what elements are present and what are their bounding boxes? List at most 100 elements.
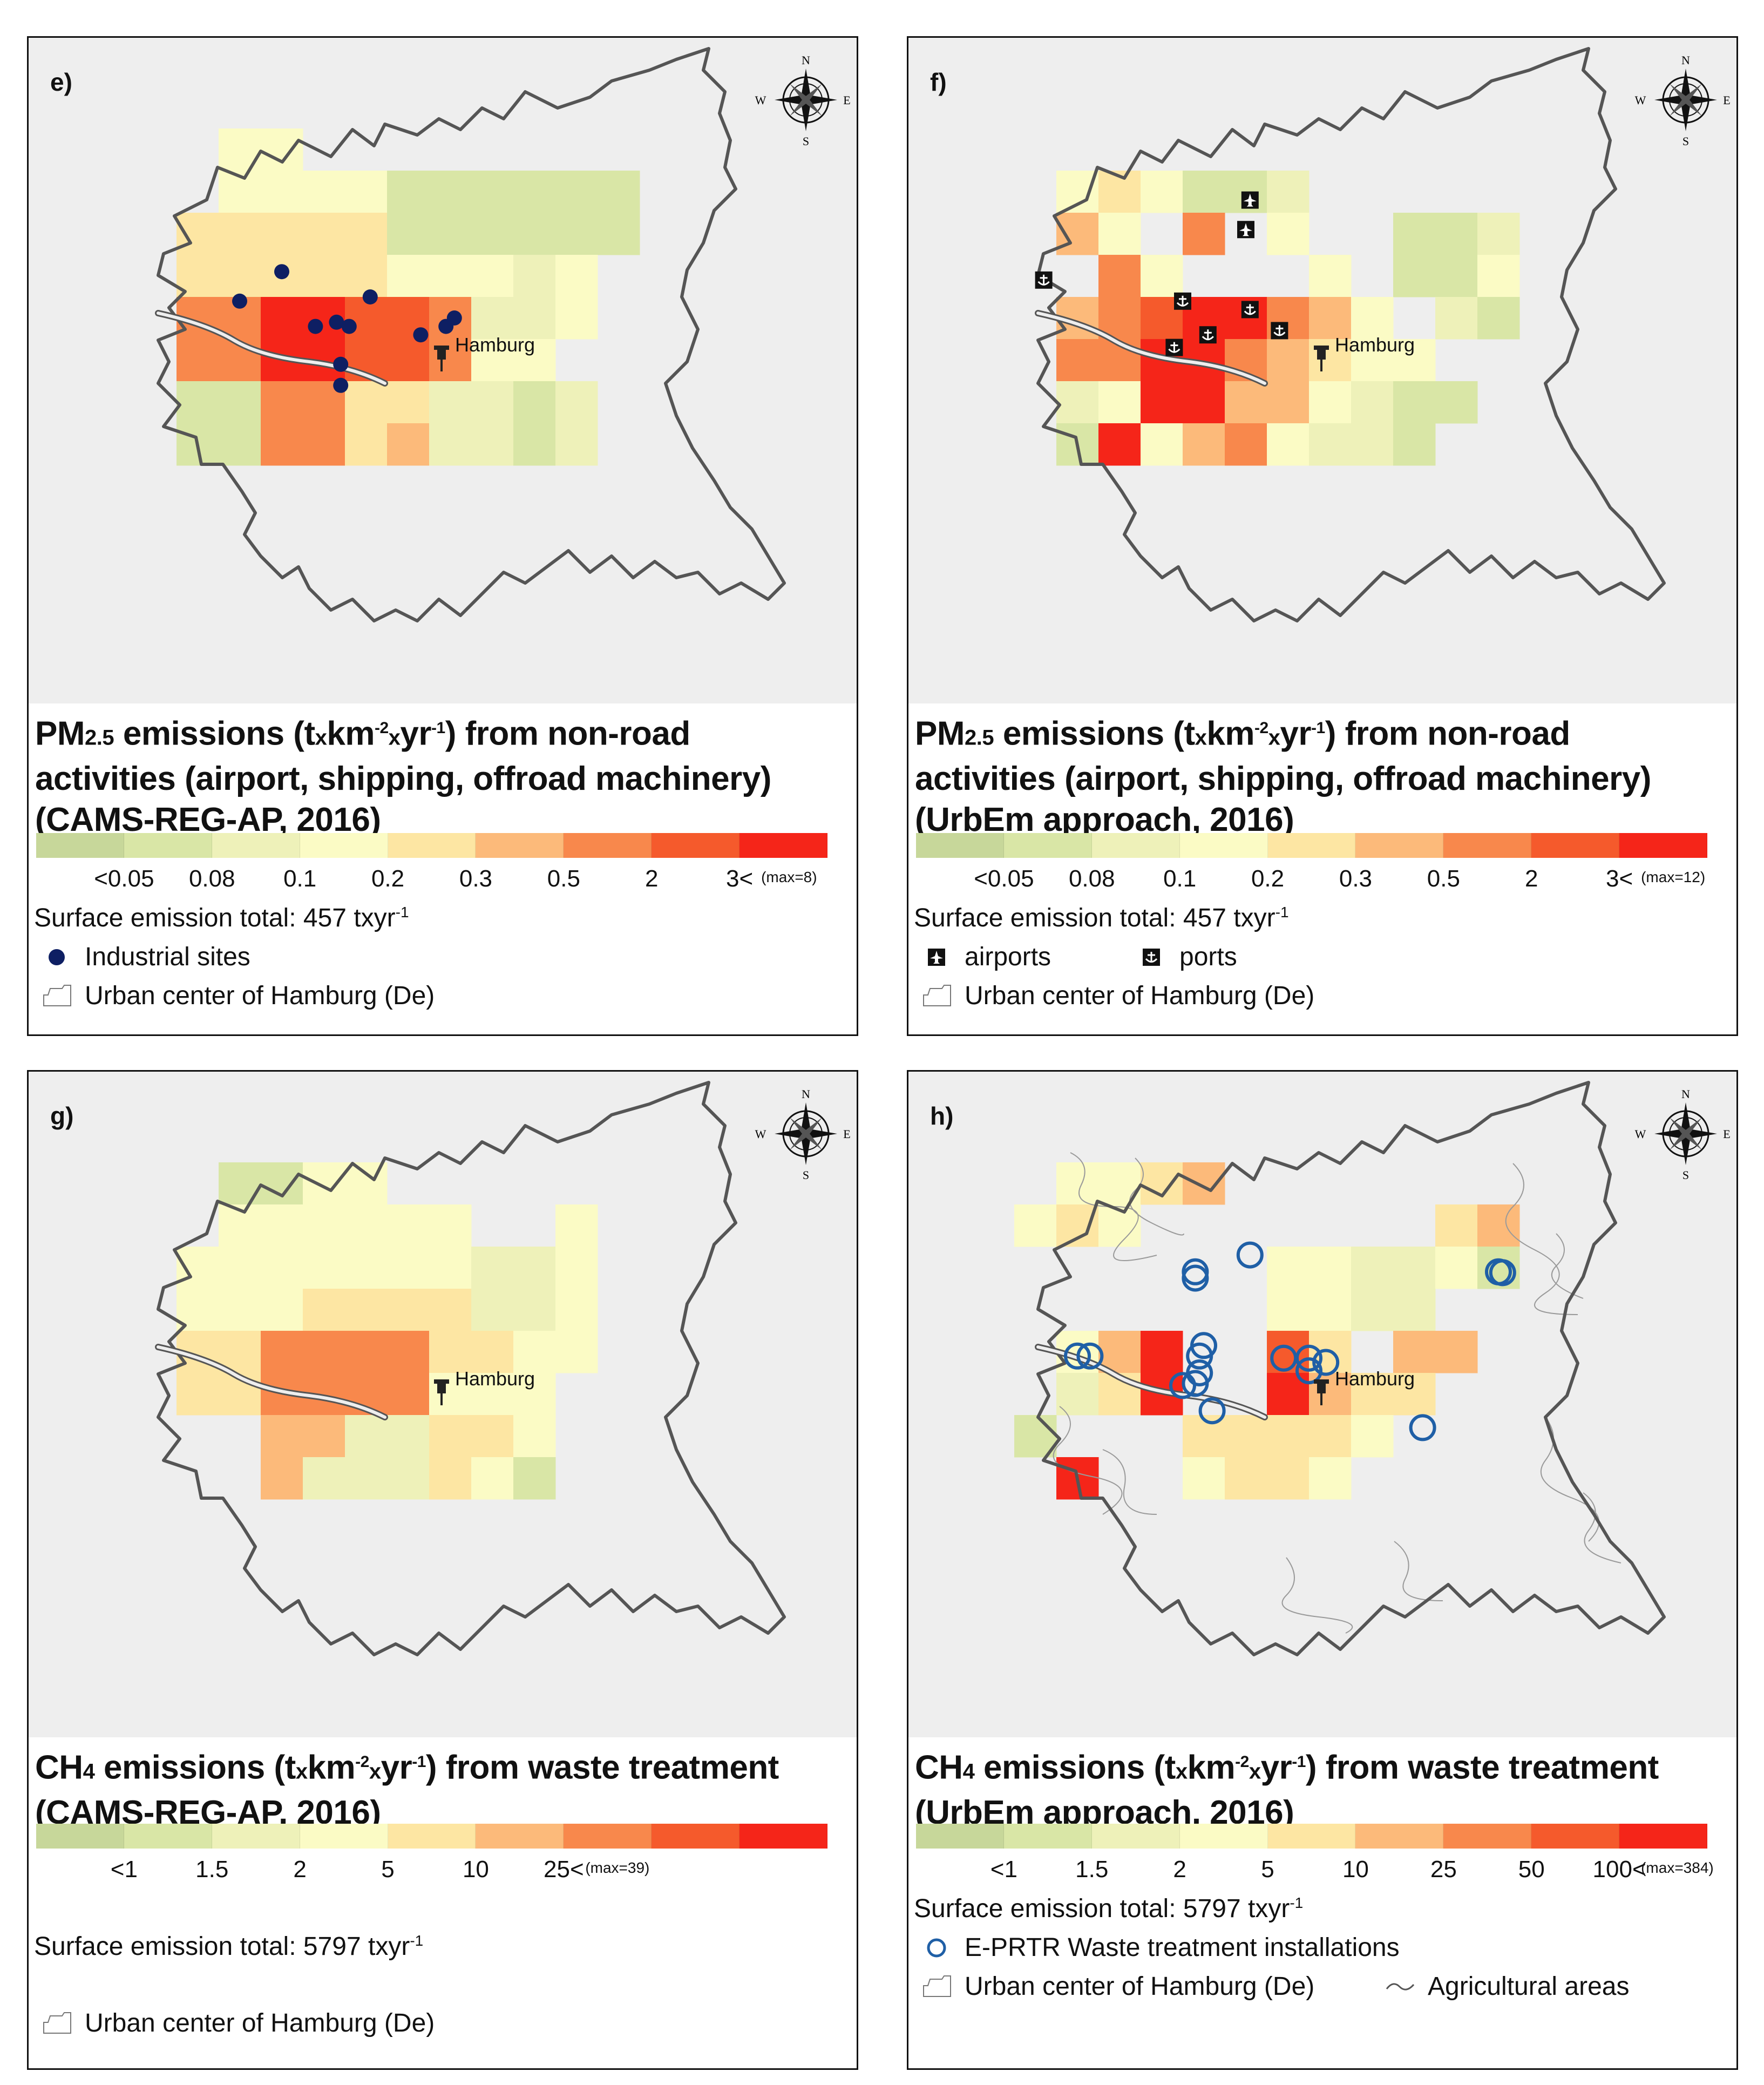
- urban-center-outline: [1036, 47, 1666, 622]
- emission-cell: [555, 213, 598, 255]
- emission-cell: [1141, 1162, 1183, 1205]
- svg-text:N: N: [802, 53, 810, 67]
- emission-cell: [261, 1457, 303, 1500]
- color-swatch: [1619, 833, 1708, 858]
- svg-text:E: E: [843, 1127, 850, 1141]
- title-part: x: [1268, 726, 1280, 750]
- svg-text:W: W: [755, 93, 766, 107]
- title-part: -1: [412, 1753, 426, 1771]
- color-swatch: [1531, 833, 1620, 858]
- title-part: yr: [1260, 1749, 1292, 1786]
- emission-cell: [1435, 381, 1478, 424]
- title-part: emissions (t: [974, 1749, 1176, 1786]
- scale-tick-label: 0.3: [459, 865, 493, 892]
- emission-cell: [387, 1247, 430, 1289]
- legend-title-line2: activities (airport, shipping, offroad m…: [915, 760, 1651, 797]
- scale-tick-label: 25<: [544, 1856, 584, 1883]
- total-exponent: -1: [410, 1932, 424, 1949]
- emission-cell: [1477, 297, 1520, 340]
- emission-cell: [471, 255, 514, 297]
- color-swatch: [388, 833, 476, 858]
- emission-cell: [1351, 423, 1394, 466]
- city-label: Hamburg: [455, 1368, 535, 1390]
- scale-tick-label: 100<: [1592, 1856, 1646, 1883]
- emission-cell: [429, 1457, 472, 1500]
- emission-cell: [513, 1289, 556, 1331]
- color-swatch: [1179, 833, 1268, 858]
- emission-cell: [513, 1331, 556, 1373]
- color-swatch: [652, 1824, 740, 1849]
- emission-cell: [1098, 1162, 1141, 1205]
- legend-item: Urban center of Hamburg (De): [920, 1972, 1314, 2001]
- color-swatch: [564, 1824, 652, 1849]
- emission-cell: [387, 423, 430, 466]
- color-swatch: [739, 833, 828, 858]
- scale-tick-label: 10: [1342, 1856, 1369, 1883]
- emission-cell: [555, 1289, 598, 1331]
- emission-cell: [303, 1331, 345, 1373]
- title-part: km: [1206, 715, 1254, 753]
- industrial-site-marker: [274, 264, 289, 280]
- emission-cell: [1309, 297, 1352, 340]
- emission-cell: [261, 297, 303, 340]
- legend-title-line1: CH4 emissions (txkm-2xyr-1) from waste t…: [35, 1742, 850, 1792]
- title-part: -2: [355, 1753, 369, 1771]
- waste-installation-marker: [1064, 1342, 1091, 1370]
- emission-cell: [1435, 297, 1478, 340]
- emission-cell: [1098, 423, 1141, 466]
- emission-cell: [261, 1331, 303, 1373]
- emission-cell: [261, 128, 303, 171]
- emission-cell: [219, 423, 261, 466]
- title-part: CH: [915, 1749, 963, 1786]
- color-swatch: [1531, 1824, 1620, 1849]
- emission-cell: [303, 1204, 345, 1247]
- color-swatch: [564, 833, 652, 858]
- emission-cell: [345, 1331, 388, 1373]
- legend-item-label: Urban center of Hamburg (De): [85, 2009, 435, 2037]
- surface-emission-total: Surface emission total: 457 txyr-1: [914, 903, 1289, 933]
- scale-max-label: (max=8): [761, 869, 817, 885]
- emission-cell: [1056, 339, 1099, 382]
- svg-text:S: S: [803, 1168, 809, 1182]
- emission-cell: [387, 1373, 430, 1416]
- surface-emission-total: Surface emission total: 457 txyr-1: [34, 903, 409, 933]
- color-swatch: [1267, 1824, 1356, 1849]
- waste-installation-marker: [1236, 1241, 1264, 1269]
- title-part: PM: [915, 715, 965, 753]
- title-part: emissions (t: [994, 715, 1195, 753]
- emission-cell: [1267, 381, 1310, 424]
- scale-max-label: (max=384): [1641, 1859, 1714, 1876]
- scale-tick-label: 2: [1524, 865, 1538, 892]
- svg-text:W: W: [1635, 1127, 1646, 1141]
- legend-panel: PM2.5 emissions (txkm-2xyr-1) from non-r…: [27, 703, 858, 1036]
- title-part: x: [1195, 726, 1207, 750]
- emission-cell: [1141, 1331, 1183, 1373]
- emission-map: N S W E: [1035, 47, 1731, 622]
- svg-text:W: W: [755, 1127, 766, 1141]
- emission-cell: [261, 1289, 303, 1331]
- panel-letter: e): [50, 68, 72, 96]
- legend-title: PM2.5 emissions (txkm-2xyr-1) from non-r…: [35, 708, 850, 841]
- emission-cell: [1267, 1289, 1310, 1331]
- waste-installation-marker: [1295, 1357, 1322, 1385]
- industrial-site-icon: [49, 949, 65, 965]
- title-part: 2.5: [965, 726, 994, 750]
- color-scale-bar: [916, 1824, 1708, 1849]
- city-label: Hamburg: [1335, 1368, 1415, 1390]
- urban-center-outline: [157, 1081, 786, 1656]
- emission-cell: [219, 1247, 261, 1289]
- total-value: Surface emission total: 5797 t: [34, 1932, 376, 1961]
- legend-item-label: Industrial sites: [85, 943, 250, 971]
- svg-text:S: S: [1682, 134, 1689, 148]
- emission-cell: [1267, 171, 1310, 213]
- industrial-site-marker: [333, 377, 349, 393]
- waste-installation-marker: [1169, 1372, 1196, 1399]
- emission-cell: [303, 255, 345, 297]
- emission-cell: [1056, 1162, 1099, 1205]
- svg-text:S: S: [803, 134, 809, 148]
- emission-cell: [598, 171, 640, 213]
- emission-cell: [387, 1204, 430, 1247]
- color-swatch: [124, 1824, 212, 1849]
- urban-outline-icon: [923, 984, 951, 1006]
